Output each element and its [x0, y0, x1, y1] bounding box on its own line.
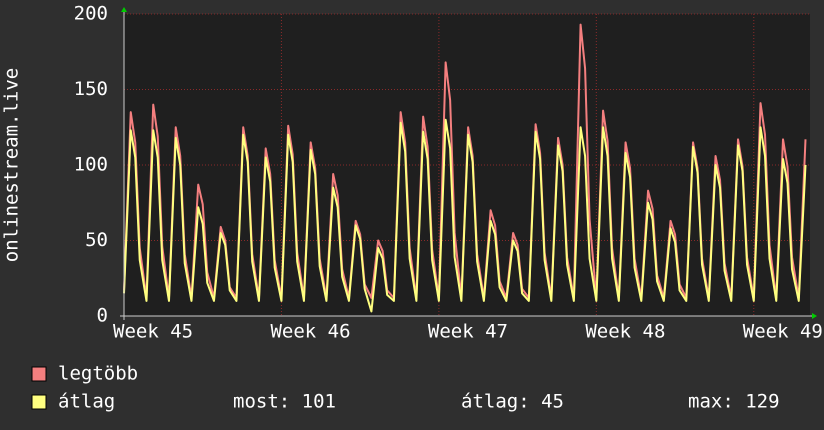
legend-label: átlag — [58, 391, 115, 413]
x-tick-label: Week 47 — [428, 321, 508, 343]
y-tick-label: 200 — [74, 3, 108, 25]
axis-arrow — [121, 7, 127, 12]
x-tick-label: Week 46 — [270, 321, 350, 343]
x-tick-label: Week 45 — [113, 321, 193, 343]
x-tick-label: Week 49 — [743, 321, 823, 343]
stat-text: átlag: 45 — [461, 391, 564, 413]
legend-swatch — [31, 366, 47, 382]
y-tick-label: 150 — [74, 78, 108, 100]
y-tick-label: 50 — [85, 229, 108, 251]
stat-text: max: 129 — [688, 391, 780, 413]
stat-text: most: 101 — [233, 391, 336, 413]
legend-label: legtöbb — [58, 363, 138, 385]
line — [123, 118, 807, 313]
y-axis-label: onlinestream.live — [1, 68, 23, 262]
x-tick-label: Week 48 — [585, 321, 665, 343]
y-tick-label: 100 — [74, 154, 108, 176]
legend-swatch — [31, 394, 47, 410]
y-tick-label: 0 — [97, 305, 108, 327]
axis-arrow — [812, 313, 817, 319]
